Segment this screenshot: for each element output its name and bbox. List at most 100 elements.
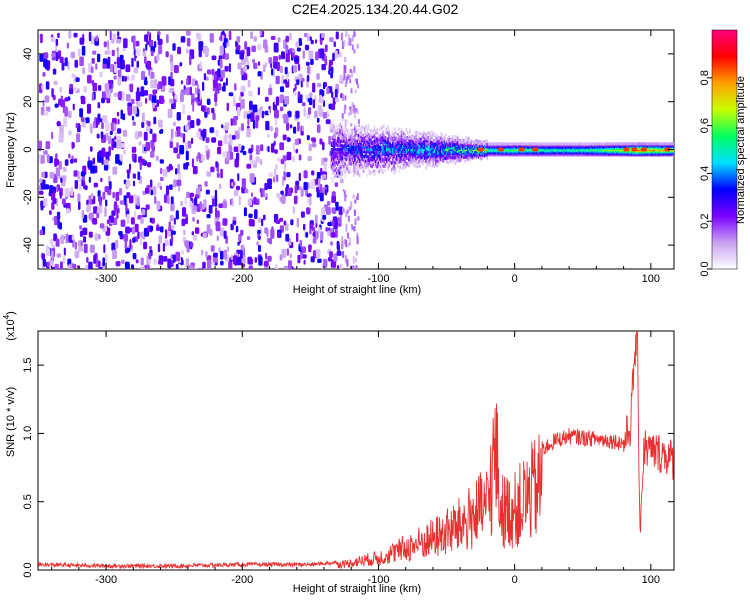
noise-cell: [293, 90, 297, 96]
signal-cell: [599, 142, 601, 146]
signal-cell: [432, 156, 435, 160]
noise-cell: [191, 158, 194, 168]
noise-cell: [347, 41, 350, 46]
noise-cell: [125, 226, 130, 234]
noise-cell: [315, 230, 318, 240]
noise-cell: [46, 154, 50, 163]
noise-cell: [247, 79, 251, 88]
noise-cell: [295, 268, 300, 269]
signal-cell: [459, 151, 462, 155]
signal-cell: [384, 142, 387, 146]
noise-cell: [240, 91, 244, 97]
signal-cell: [360, 126, 362, 130]
signal-cell: [439, 145, 442, 149]
noise-cell: [263, 214, 266, 221]
signal-cell: [360, 139, 362, 143]
signal-cell: [398, 141, 400, 145]
noise-cell: [59, 86, 62, 93]
signal-cell: [393, 171, 395, 175]
signal-cell: [617, 142, 620, 146]
noise-cell: [243, 111, 248, 119]
noise-cell: [174, 65, 179, 74]
noise-cell: [55, 38, 59, 46]
noise-cell: [350, 224, 353, 228]
noise-cell: [331, 91, 334, 98]
signal-cell: [486, 153, 489, 157]
noise-cell: [235, 225, 239, 233]
signal-cell: [384, 153, 387, 157]
signal-cell: [449, 139, 452, 143]
noise-cell: [348, 237, 351, 246]
signal-cell: [354, 132, 356, 136]
noise-cell: [194, 227, 200, 234]
noise-cell: [219, 227, 225, 237]
noise-cell: [153, 258, 157, 265]
noise-cell: [143, 131, 148, 141]
signal-cell: [398, 153, 400, 157]
noise-cell: [41, 84, 44, 90]
noise-cell: [213, 74, 217, 81]
signal-cell: [401, 148, 404, 152]
signal-cell: [463, 153, 465, 157]
signal-cell: [448, 149, 451, 153]
signal-cell: [371, 158, 373, 162]
signal-cell: [398, 160, 400, 164]
signal-cell: [365, 159, 367, 163]
signal-cell: [577, 142, 579, 146]
signal-cell: [339, 126, 341, 130]
noise-cell: [349, 38, 352, 46]
noise-cell: [170, 196, 174, 204]
noise-cell: [132, 180, 136, 187]
signal-cell: [530, 142, 533, 146]
signal-cell: [428, 150, 431, 154]
noise-cell: [56, 185, 59, 193]
signal-cell: [408, 148, 410, 152]
signal-cell: [422, 148, 425, 152]
signal-cell: [387, 156, 389, 160]
signal-cell: [546, 142, 549, 146]
signal-cell: [339, 148, 341, 152]
signal-cell: [368, 158, 371, 162]
noise-cell: [222, 200, 227, 209]
signal-cell: [405, 136, 408, 140]
noise-cell: [267, 185, 272, 190]
signal-cell: [354, 154, 356, 158]
signal-cell: [362, 165, 365, 169]
noise-cell: [346, 232, 349, 239]
noise-cell: [325, 188, 328, 196]
signal-cell: [352, 139, 355, 143]
signal-cell: [387, 144, 389, 148]
signal-cell: [447, 155, 449, 160]
noise-cell: [322, 157, 328, 162]
signal-cell: [345, 151, 348, 155]
signal-cell: [484, 146, 486, 150]
signal-cell: [341, 169, 344, 173]
signal-cell: [357, 159, 360, 163]
signal-cell: [367, 155, 370, 159]
noise-cell: [45, 106, 51, 112]
noise-cell: [180, 36, 186, 43]
signal-cell: [400, 143, 403, 147]
noise-cell: [49, 210, 52, 215]
signal-cell: [340, 136, 343, 140]
signal-cell: [437, 135, 439, 139]
signal-cell: [465, 142, 468, 146]
signal-cell: [366, 136, 368, 140]
signal-cell: [394, 142, 397, 146]
signal-cell: [382, 138, 384, 143]
signal-cell: [378, 154, 381, 158]
noise-cell: [93, 182, 98, 188]
noise-cell: [316, 186, 320, 193]
signal-cell: [602, 142, 605, 146]
noise-cell: [205, 137, 210, 143]
noise-cell: [345, 211, 348, 218]
noise-cell: [196, 219, 199, 224]
noise-cell: [134, 223, 139, 233]
signal-cell: [433, 150, 436, 154]
signal-cell: [373, 125, 376, 129]
signal-cell: [441, 145, 443, 149]
signal-cell: [450, 146, 453, 150]
noise-cell: [220, 168, 223, 179]
signal-cell: [435, 136, 437, 140]
